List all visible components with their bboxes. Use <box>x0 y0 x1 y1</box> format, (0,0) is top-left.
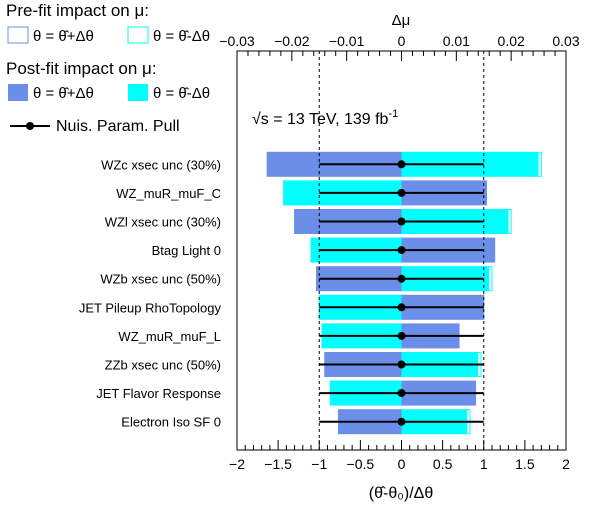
x2-tick-label: −0.03 <box>219 33 255 49</box>
category-label: JET Pileup RhoTopology <box>79 300 222 315</box>
pull-marker <box>397 417 406 426</box>
legend-prefit-down-label: θ = θ̂-Δθ <box>153 28 210 45</box>
category-label: WZl xsec unc (30%) <box>105 215 221 230</box>
energy-lumi-label: √s = 13 TeV, 139 fb-1 <box>252 108 398 128</box>
pull-marker <box>397 331 406 340</box>
bottom-axis: −2 −1.5 −1 −0.5 0 0.5 1 1.5 2 <box>229 440 570 472</box>
x-tick-label: −0.5 <box>347 456 375 472</box>
pull-marker <box>397 360 406 369</box>
top-axis-title: Δμ <box>392 12 411 29</box>
pull-marker <box>397 217 406 226</box>
pull-marker <box>397 160 406 169</box>
legend-prefit-up-swatch <box>7 26 29 44</box>
pull-marker <box>397 389 406 398</box>
category-label: Btag Light 0 <box>152 243 221 258</box>
legend-pull-label: Nuis. Param. Pull <box>56 118 180 135</box>
legend-prefit-up-label: θ = θ̂+Δθ <box>33 28 94 45</box>
bottom-axis-title: (θ̂-θ₀)/Δθ <box>369 485 434 502</box>
legend-postfit-down-swatch <box>128 84 148 101</box>
category-label: WZb xsec unc (50%) <box>100 272 221 287</box>
legend-postfit-up-swatch <box>8 84 28 101</box>
pull-marker <box>397 188 406 197</box>
pulls-layer <box>319 160 484 426</box>
x2-tick-label: −0.01 <box>329 33 365 49</box>
x-tick-label: 2 <box>562 456 570 472</box>
x-tick-label: −2 <box>229 456 245 472</box>
x2-tick-label: 0.03 <box>552 33 579 49</box>
pull-marker <box>397 303 406 312</box>
x-tick-label: 1.5 <box>515 456 535 472</box>
legend-pull-marker <box>26 122 34 130</box>
x2-tick-label: 0.02 <box>498 33 525 49</box>
legend-postfit-title: Post-fit impact on μ: <box>6 59 157 78</box>
x-tick-label: 0 <box>398 456 406 472</box>
legend-prefit-down-swatch <box>127 26 149 44</box>
category-label: ZZb xsec unc (50%) <box>105 358 221 373</box>
x2-tick-label: 0 <box>398 33 406 49</box>
x2-tick-label: 0.01 <box>443 33 470 49</box>
x-tick-label: 1 <box>480 456 488 472</box>
legend-postfit-down-label: θ = θ̂-Δθ <box>153 85 210 102</box>
category-label: WZ_muR_muF_C <box>116 186 221 201</box>
x-tick-label: −1.5 <box>264 456 292 472</box>
top-axis: −0.03 −0.02 −0.01 0 0.01 0.02 0.03 <box>219 33 580 61</box>
x2-tick-label: −0.02 <box>274 33 310 49</box>
category-label: WZc xsec unc (30%) <box>101 157 221 172</box>
x-tick-label: −1 <box>311 456 327 472</box>
category-label: Electron Iso SF 0 <box>121 415 221 430</box>
category-labels: WZc xsec unc (30%) WZ_muR_muF_C WZl xsec u… <box>79 157 222 429</box>
legend-postfit-up-label: θ = θ̂+Δθ <box>33 85 94 102</box>
legend: Pre-fit impact on μ: θ = θ̂+Δθ θ = θ̂-Δθ… <box>6 1 210 135</box>
pull-marker <box>397 246 406 255</box>
category-label: WZ_muR_muF_L <box>118 329 221 344</box>
legend-prefit-title: Pre-fit impact on μ: <box>6 1 149 20</box>
x-tick-label: 0.5 <box>433 456 453 472</box>
category-label: JET Flavor Response <box>96 386 221 401</box>
pull-marker <box>397 274 406 283</box>
